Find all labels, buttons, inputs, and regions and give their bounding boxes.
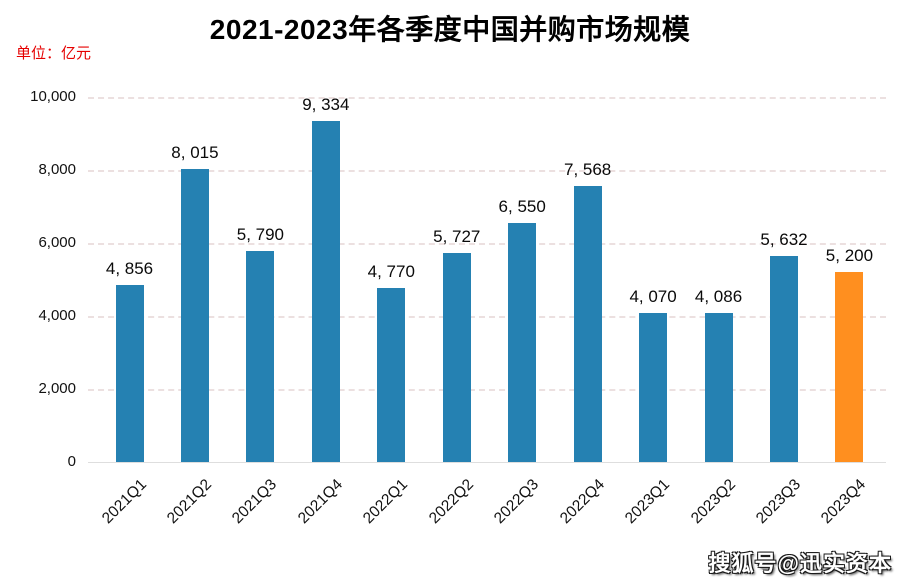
gridline	[88, 389, 886, 391]
bar	[311, 121, 340, 462]
y-tick-label: 2,000	[38, 380, 76, 397]
gridline	[88, 316, 886, 318]
y-tick-label: 10,000	[30, 88, 76, 105]
x-axis-line	[88, 462, 886, 463]
y-tick-label: 8,000	[38, 161, 76, 178]
bar-value-label: 5, 727	[433, 226, 481, 246]
gridline	[88, 170, 886, 172]
bar	[835, 272, 864, 462]
bar-value-label: 5, 200	[825, 246, 874, 266]
bar-value-label: 9, 334	[302, 95, 350, 115]
bar	[639, 313, 668, 462]
bar-value-label: 6, 550	[498, 196, 546, 216]
bar-value-label: 7, 568	[564, 159, 612, 179]
y-tick-label: 6,000	[38, 234, 76, 251]
gridline	[88, 97, 886, 99]
y-tick-label: 0	[67, 453, 76, 470]
page-title: 2021-2023年各季度中国并购市场规模	[209, 14, 691, 45]
bar	[442, 252, 471, 462]
bar	[377, 287, 406, 462]
bar-value-label: 5, 632	[760, 230, 808, 250]
bar-value-label: 5, 790	[236, 224, 285, 244]
bar	[115, 284, 144, 462]
bar	[573, 185, 602, 462]
bar	[180, 169, 209, 462]
bar	[770, 256, 798, 462]
bar	[508, 222, 537, 462]
bar	[704, 312, 733, 462]
bar	[246, 250, 275, 462]
bar-value-label: 4, 086	[694, 286, 743, 306]
bar-value-label: 4, 770	[367, 261, 415, 281]
unit-label: 单位：亿元	[16, 45, 92, 62]
gridline	[88, 243, 886, 245]
bar-value-label: 4, 856	[105, 258, 154, 278]
bar-value-label: 8, 015	[171, 143, 219, 163]
bar-value-label: 4, 070	[629, 287, 677, 307]
y-tick-label: 4,000	[38, 307, 76, 324]
watermark: 搜狐号@迅实资本	[708, 551, 892, 576]
